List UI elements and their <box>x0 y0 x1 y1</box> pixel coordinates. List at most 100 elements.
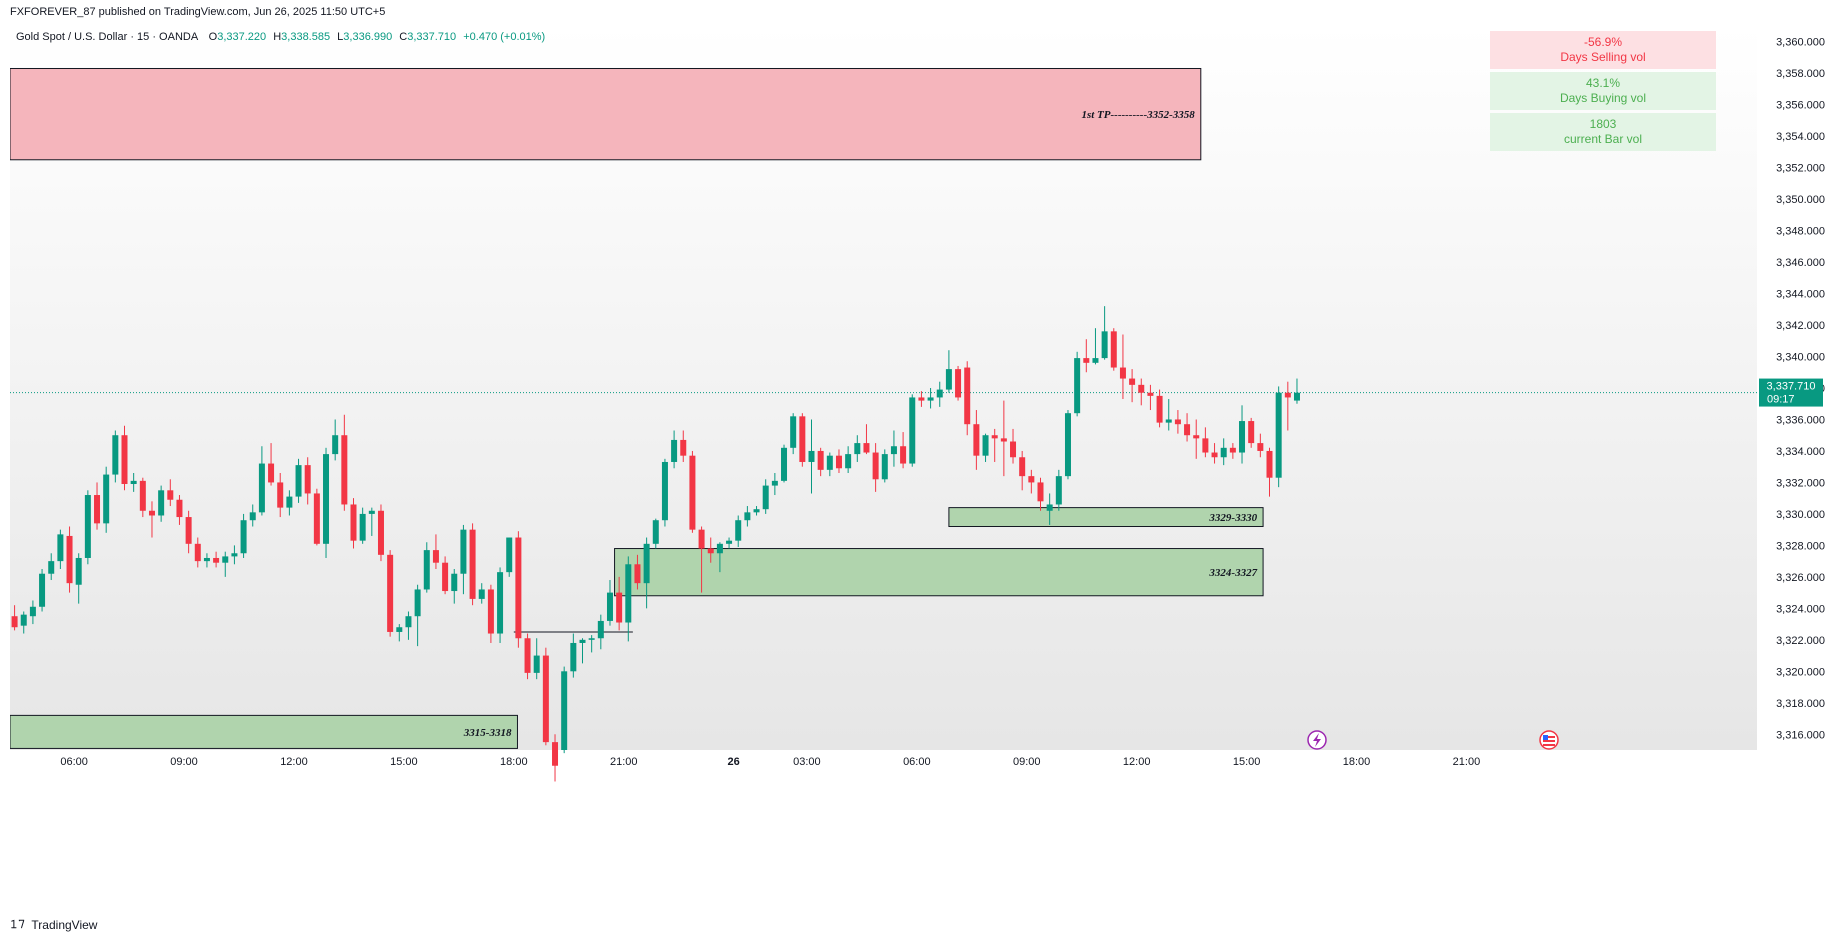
volume-row-current: 1803 current Bar vol <box>1490 113 1716 151</box>
price-chart[interactable]: 1st TP----------3352-3358 3329-3330 3324-3… <box>10 26 1835 914</box>
candle-body <box>396 627 403 632</box>
candle-body <box>927 397 934 401</box>
candle <box>231 545 238 565</box>
candle <box>1037 477 1044 511</box>
candle <box>561 666 568 754</box>
volume-buying-value: 43.1% <box>1586 76 1620 90</box>
candle <box>918 391 925 407</box>
candle-body <box>295 465 302 497</box>
candle <box>268 443 275 486</box>
candle-body <box>11 616 18 628</box>
zone-label-3: 3315-3318 <box>463 727 512 739</box>
candle-body <box>121 435 128 485</box>
candle-body <box>881 454 888 480</box>
candle-body <box>167 490 174 500</box>
candle <box>387 550 394 637</box>
candle-body <box>112 435 119 475</box>
candle <box>1083 339 1090 373</box>
candle <box>799 413 806 467</box>
volume-table: -56.9% Days Selling vol 43.1% Days Buyin… <box>1490 31 1716 151</box>
candle <box>185 510 192 554</box>
tradingview-logo-icon[interactable]: 𝟷𝟽 <box>10 917 26 931</box>
candle <box>1257 433 1264 458</box>
candle <box>341 414 348 511</box>
candle <box>890 430 897 467</box>
volume-buying-label: Days Buying vol <box>1560 91 1646 105</box>
candle <box>634 554 641 590</box>
candle <box>11 605 18 631</box>
candle <box>350 498 357 549</box>
candle <box>1010 428 1017 464</box>
candle-body <box>1110 331 1117 368</box>
volume-row-bg <box>1490 72 1716 110</box>
x-tick-label: 15:00 <box>1233 756 1261 768</box>
y-tick-label: 3,326.000 <box>1776 572 1825 584</box>
candle <box>1110 328 1117 371</box>
candle <box>826 452 833 477</box>
candle <box>478 583 485 604</box>
candle <box>845 446 852 473</box>
candle-body <box>487 589 494 634</box>
candle <box>469 523 476 606</box>
candle-body <box>29 606 36 617</box>
candle <box>1174 410 1181 434</box>
candle <box>588 635 595 653</box>
y-tick-label: 3,316.000 <box>1776 729 1825 741</box>
candle <box>808 419 815 494</box>
candle <box>240 513 247 558</box>
lightning-event-icon[interactable] <box>1307 730 1327 750</box>
candle <box>1165 399 1172 431</box>
y-tick-label: 3,360.000 <box>1776 37 1825 49</box>
candle-body <box>368 510 375 514</box>
candle <box>1211 443 1218 464</box>
candle-body <box>845 454 852 469</box>
candle-body <box>1064 413 1071 477</box>
candle-body <box>835 455 842 469</box>
candle-body <box>753 509 760 513</box>
candle-body <box>341 435 348 505</box>
candle <box>121 425 128 491</box>
candle <box>148 501 155 538</box>
zone-box-0 <box>10 67 1202 161</box>
candle-body <box>1010 441 1017 458</box>
candle <box>964 361 971 436</box>
candle <box>881 449 888 483</box>
candle-body <box>643 543 650 584</box>
candle <box>616 576 623 631</box>
candle <box>790 413 797 455</box>
candle <box>579 638 586 664</box>
candle <box>762 479 769 514</box>
candle <box>75 553 82 604</box>
candle-body <box>771 480 778 486</box>
candle <box>927 388 934 409</box>
candle-body <box>66 535 73 584</box>
current-price-tag: 3,337.710 09:17 <box>1759 378 1823 407</box>
legend-open-label: O <box>209 31 218 43</box>
candle-body <box>304 465 311 494</box>
candle-body <box>552 742 559 766</box>
footer-brand[interactable]: TradingView <box>31 917 98 932</box>
y-tick-label: 3,320.000 <box>1776 666 1825 678</box>
candle <box>909 394 916 467</box>
candle-body <box>469 529 476 599</box>
candle-body <box>762 485 769 510</box>
candle-body <box>872 452 879 480</box>
candle-body <box>1211 452 1218 458</box>
candle <box>643 537 650 609</box>
candle-body <box>1257 443 1264 451</box>
candle-body <box>671 439 678 462</box>
candle-body <box>817 450 824 470</box>
candle-body <box>1284 392 1291 398</box>
y-tick-label: 3,318.000 <box>1776 698 1825 710</box>
chart-frame[interactable]: 1st TP----------3352-3358 3329-3330 3324-3… <box>10 26 1835 914</box>
candle-body <box>506 537 513 573</box>
candle-body <box>955 369 962 398</box>
y-tick-label: 3,344.000 <box>1776 289 1825 301</box>
us-flag-event-icon[interactable] <box>1539 730 1559 750</box>
candle <box>103 466 110 533</box>
candle-body <box>606 592 613 621</box>
candle-body <box>387 554 394 632</box>
legend-open: 3,337.220 <box>217 31 266 43</box>
candle-body <box>460 529 467 574</box>
candle-body <box>139 480 146 511</box>
